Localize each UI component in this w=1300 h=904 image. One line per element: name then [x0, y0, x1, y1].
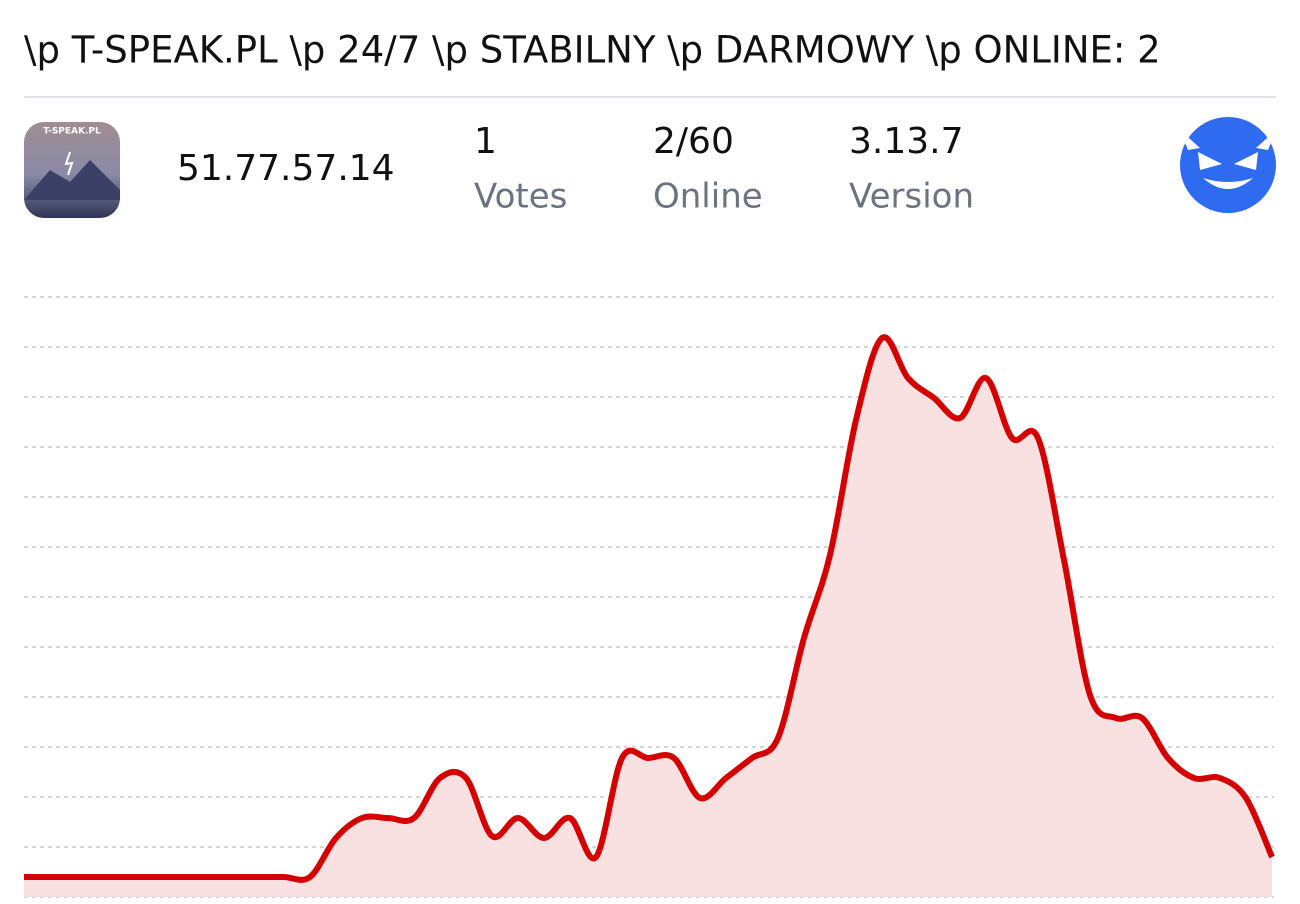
server-address: 51.77.57.14	[177, 148, 395, 189]
line	[23, 334, 1275, 883]
stat-value: 3.13.7	[849, 121, 964, 162]
stat-value: 1	[474, 121, 497, 162]
stat-label: Version	[849, 177, 974, 217]
stats: 1 Votes 2/60 Online 3.13.7 Version	[474, 121, 974, 217]
chart	[23, 296, 1275, 898]
icon-label: T-SPEAK.PL	[43, 127, 101, 137]
stat-value: 2/60	[653, 121, 734, 162]
stat-label: Votes	[474, 177, 567, 217]
devil-icon[interactable]	[1180, 117, 1276, 213]
server-title: \p T-SPEAK.PL \p 24/7 \p STABILNY \p DAR…	[24, 29, 1161, 72]
stat-label: Online	[653, 177, 763, 217]
server-icon: T-SPEAK.PL	[24, 122, 120, 218]
area	[24, 337, 1272, 897]
